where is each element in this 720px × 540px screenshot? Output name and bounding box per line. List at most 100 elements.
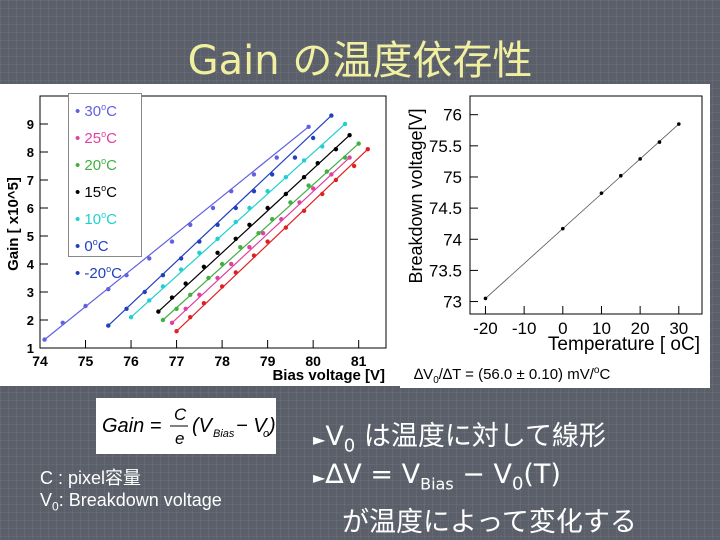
breakdown-chart-xlabel: Temperature [ oC] <box>548 334 700 355</box>
bullet-delta-v-continuation: が温度によって変化する <box>342 507 637 538</box>
data-point <box>233 205 238 211</box>
legend-item: • 15oC <box>75 183 117 201</box>
series-fit-line <box>171 157 350 324</box>
x-tick-label: 78 <box>214 353 230 369</box>
x-tick-label: 75 <box>78 353 94 369</box>
data-point <box>351 163 357 169</box>
data-point <box>229 189 234 194</box>
data-point <box>315 161 320 166</box>
y-tick-label: 1 <box>27 341 34 356</box>
y-tick-label: 75 <box>443 168 462 187</box>
data-point <box>174 306 179 311</box>
svg-text:C: C <box>174 405 187 424</box>
data-point <box>306 183 311 188</box>
data-point <box>599 191 604 195</box>
data-point <box>197 292 202 297</box>
data-point <box>188 292 193 297</box>
y-tick-label: 3 <box>27 285 34 300</box>
y-tick-label: 73.5 <box>429 261 462 280</box>
data-point <box>288 200 293 205</box>
data-point <box>310 186 316 191</box>
data-point <box>229 261 234 267</box>
breakdown-chart-frame <box>469 95 703 315</box>
x-tick-label: 20 <box>631 319 650 338</box>
svg-text:Bias: Bias <box>213 428 235 440</box>
data-point <box>283 225 289 230</box>
data-point <box>215 236 220 241</box>
x-tick-label: 76 <box>123 353 139 369</box>
data-point <box>206 275 211 281</box>
data-point <box>269 172 275 177</box>
svg-text:(V: (V <box>192 415 214 437</box>
bullet-symbol: V <box>325 421 344 452</box>
data-point <box>292 155 298 160</box>
x-tick-label: 10 <box>592 319 611 338</box>
data-point <box>677 122 681 126</box>
data-point <box>247 245 252 250</box>
x-tick-label: -20 <box>473 319 498 338</box>
data-point <box>60 320 65 325</box>
data-point <box>183 281 188 286</box>
data-point <box>333 177 339 183</box>
bullet-v0-linear: ►V0 は温度に対して線形 <box>313 414 606 456</box>
svg-text:e: e <box>175 429 184 448</box>
data-point <box>342 155 348 160</box>
y-tick-label: 9 <box>27 117 34 132</box>
bullet-arrow-icon: ► <box>313 430 326 449</box>
data-point <box>356 141 361 146</box>
data-point <box>238 245 243 250</box>
y-tick-label: 5 <box>27 229 34 244</box>
y-tick-label: 2 <box>27 313 34 328</box>
legend-item: • 20oC <box>75 156 117 174</box>
data-point <box>156 309 161 314</box>
data-point <box>233 270 238 275</box>
data-point <box>342 121 348 127</box>
data-point <box>283 191 289 197</box>
data-point <box>306 124 311 129</box>
data-point <box>201 301 207 306</box>
data-point <box>106 287 111 292</box>
breakdown-chart: -20 -10 0 10 20 30 73 73.5 74 74.5 75 75.5 76 Tempe… <box>400 84 710 358</box>
slide-title: Gain の温度依存性 <box>187 38 533 84</box>
x-tick-label: 0 <box>558 319 567 338</box>
data-point <box>279 217 284 222</box>
data-point <box>233 236 238 241</box>
bullet-text: は温度に対して線形 <box>355 421 607 452</box>
data-point <box>219 284 225 289</box>
y-tick-label: 74.5 <box>429 199 462 218</box>
data-point <box>215 275 220 281</box>
bullet-text: (T) <box>523 459 561 490</box>
data-point <box>320 144 325 149</box>
data-point <box>169 320 175 325</box>
x-tick-label: 79 <box>260 353 276 369</box>
data-point <box>269 217 275 222</box>
data-point <box>283 175 289 180</box>
data-point <box>365 147 370 152</box>
legend-item: • 0oC <box>75 237 109 255</box>
data-point <box>219 261 225 267</box>
data-point <box>251 253 257 258</box>
data-point <box>106 323 111 328</box>
data-point <box>169 295 175 300</box>
bullet-subscript: Bias <box>420 474 454 494</box>
v0-subscript: 0 <box>52 499 59 514</box>
bullet-text: − V <box>453 459 512 490</box>
data-point <box>83 303 88 309</box>
data-point <box>247 205 252 211</box>
data-point <box>347 155 352 160</box>
breakdown-note-text: : Breakdown voltage <box>58 490 222 510</box>
data-point <box>42 337 47 342</box>
legend-item: • 10oC <box>75 210 117 228</box>
data-point <box>178 256 184 261</box>
data-point <box>329 172 334 177</box>
data-point <box>329 113 334 118</box>
gain-chart-frame <box>39 95 387 349</box>
x-tick-label: 30 <box>669 319 688 338</box>
bullet-delta-v: ►∆V = VBias − V0(T) <box>313 459 561 494</box>
delta-annotation: ∆V0/∆T = (56.0 ± 0.10) mV/oC <box>414 365 610 386</box>
data-point <box>297 200 302 205</box>
data-point <box>301 208 307 213</box>
v0-symbol: V <box>40 490 53 510</box>
breakdown-chart-background <box>400 84 710 358</box>
data-point <box>160 317 166 323</box>
